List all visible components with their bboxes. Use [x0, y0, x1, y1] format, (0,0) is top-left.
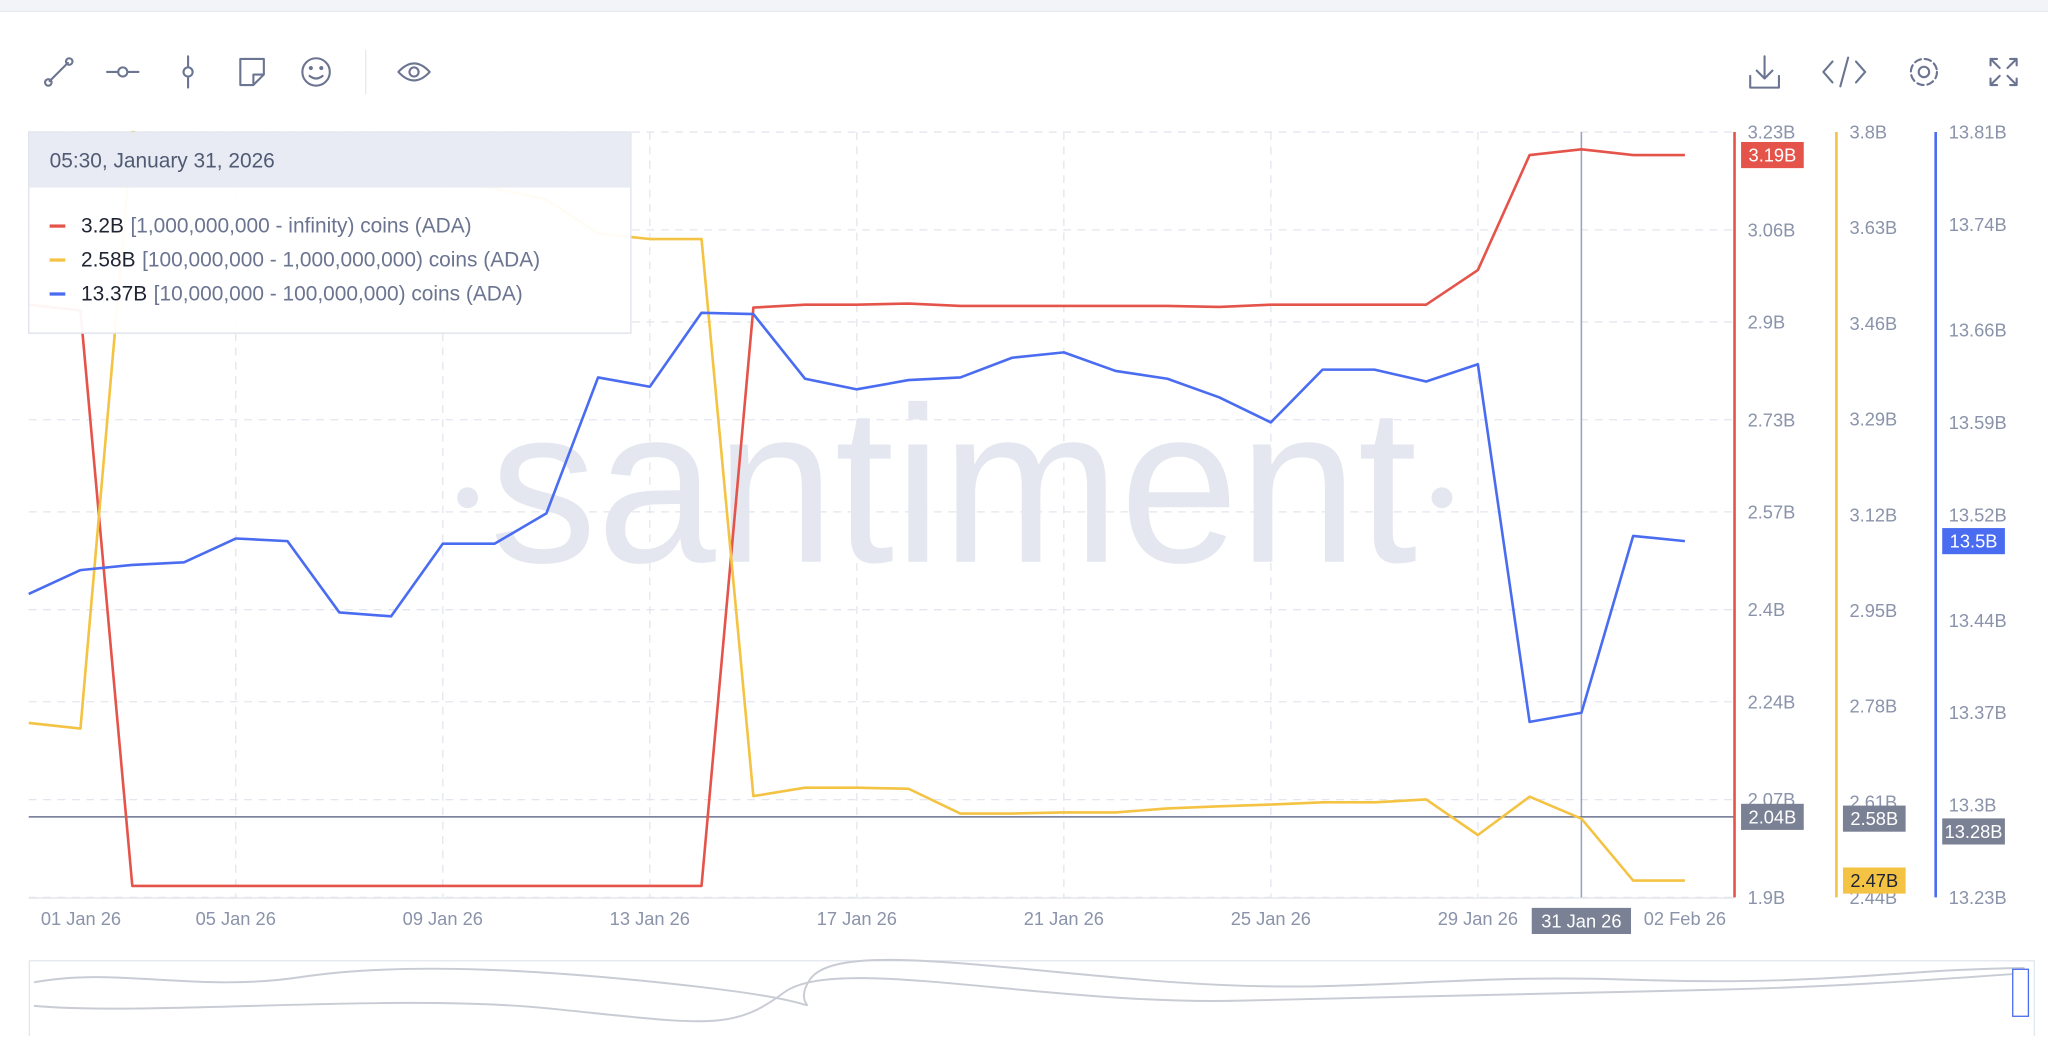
last-value-badge-label: 3.19B — [1749, 145, 1797, 166]
grid — [28, 131, 1735, 899]
y-tick-label: 3.63B — [1849, 217, 1897, 238]
y-tick-label: 3.46B — [1849, 313, 1897, 334]
x-tick-label: 25 Jan 26 — [1231, 908, 1311, 929]
legend-name: [100,000,000 - 1,000,000,000) coins (ADA… — [142, 249, 540, 272]
crosshair-value-badge-label: 2.58B — [1850, 808, 1898, 829]
download-button[interactable] — [1749, 55, 1780, 89]
tooltip-title: 05:30, January 31, 2026 — [50, 149, 275, 172]
y-tick-label: 1.9B — [1748, 887, 1786, 908]
y-tick-label: 2.95B — [1849, 600, 1897, 621]
legend-value: 3.2B — [81, 215, 124, 238]
x-tick-label: 13 Jan 26 — [610, 908, 690, 929]
last-value-badge — [1842, 867, 1906, 894]
crosshair-date-label: 31 Jan 26 — [1541, 910, 1621, 931]
tooltip-header — [29, 132, 631, 188]
emoji-tool[interactable] — [301, 57, 331, 87]
visibility-tool[interactable] — [397, 62, 431, 82]
watermark: santiment — [457, 362, 1453, 610]
crosshair-value-badge-label: 13.28B — [1945, 821, 2003, 842]
toolbar — [44, 49, 2018, 95]
y-tick-label: 3.29B — [1849, 409, 1897, 430]
navigator-handle[interactable] — [2012, 968, 2030, 1017]
legend-value: 13.37B — [81, 283, 147, 306]
crosshair-value-badge-label: 2.04B — [1749, 806, 1797, 827]
y-tick-label: 13.74B — [1949, 214, 2007, 235]
y-tick-label: 13.59B — [1949, 412, 2007, 433]
legend-entry: 3.2B [1,000,000,000 - infinity) coins (AD… — [81, 215, 472, 238]
y-tick-label: 3.23B — [1748, 122, 1796, 143]
embed-button[interactable] — [1822, 56, 1867, 88]
y-tick-label: 2.24B — [1748, 691, 1796, 712]
y-tick-label: 2.57B — [1748, 501, 1796, 522]
x-tick-label: 17 Jan 26 — [817, 908, 897, 929]
horizontal-line-tool[interactable] — [106, 66, 140, 78]
series-line — [28, 147, 1685, 888]
fullscreen-button[interactable] — [1989, 57, 2018, 87]
y-tick-label: 2.73B — [1748, 409, 1796, 430]
x-tick-label: 29 Jan 26 — [1438, 908, 1518, 929]
y-tick-label: 2.4B — [1748, 599, 1786, 620]
legend-name: [1,000,000,000 - infinity) coins (ADA) — [130, 215, 471, 238]
trend-line-tool[interactable] — [44, 57, 74, 87]
last-value-badge — [1741, 141, 1804, 169]
legend-value: 2.58B — [81, 249, 136, 272]
y-tick-label: 13.3B — [1949, 795, 1997, 816]
y-tick-label: 2.78B — [1849, 696, 1897, 717]
crosshair-value-badge — [1942, 818, 2005, 845]
series-line — [28, 311, 1686, 724]
axes: 01 Jan 26 05 Jan 26 09 Jan 26 13 Jan 26 17 J… — [41, 122, 2007, 934]
x-tick-label: 02 Feb 26 — [1644, 908, 1726, 929]
x-tick-label: 21 Jan 26 — [1024, 908, 1104, 929]
y-tick-label: 3.12B — [1849, 504, 1897, 525]
crosshair-value-badge — [1741, 803, 1804, 830]
x-tick-label: 05 Jan 26 — [196, 908, 276, 929]
legend-entry: 2.58B [100,000,000 - 1,000,000,000) coins… — [81, 249, 540, 272]
crosshair-date-badge — [1531, 907, 1632, 934]
y-tick-label: 3.06B — [1748, 219, 1796, 240]
last-value-badge-label: 2.47B — [1850, 870, 1898, 891]
note-tool[interactable] — [239, 57, 265, 87]
x-tick-label: 09 Jan 26 — [403, 908, 483, 929]
top-strip — [0, 0, 2048, 11]
y-tick-label: 13.44B — [1949, 610, 2007, 631]
settings-button[interactable] — [1909, 57, 1939, 87]
y-tick-label: 13.37B — [1949, 702, 2007, 723]
tooltip: 05:30, January 31, 2026 3.2B [1,000,000,0… — [28, 131, 632, 334]
y-tick-label: 13.66B — [1949, 320, 2007, 341]
legend-name: [10,000,000 - 100,000,000) coins (ADA) — [154, 283, 523, 306]
navigator-box — [28, 960, 2035, 1040]
vertical-line-tool[interactable] — [182, 55, 194, 89]
last-value-badge-label: 13.5B — [1950, 531, 1998, 552]
watermark-dot — [457, 487, 479, 509]
x-tick-label: 01 Jan 26 — [41, 908, 121, 929]
y-tick-label: 3.8B — [1849, 122, 1887, 143]
y-tick-label: 13.52B — [1949, 504, 2007, 525]
last-value-badge — [1942, 528, 2005, 555]
watermark-text: santiment — [490, 362, 1417, 610]
watermark-dot — [1431, 487, 1453, 509]
navigator-preview — [33, 958, 2025, 1023]
navigator — [28, 958, 2035, 1040]
crosshair-value-badge — [1842, 805, 1906, 832]
y-tick-label: 13.23B — [1949, 887, 2007, 908]
legend-entry: 13.37B [10,000,000 - 100,000,000) coins (… — [81, 283, 523, 306]
y-tick-label: 2.9B — [1748, 311, 1786, 332]
y-tick-label: 13.81B — [1949, 122, 2007, 143]
